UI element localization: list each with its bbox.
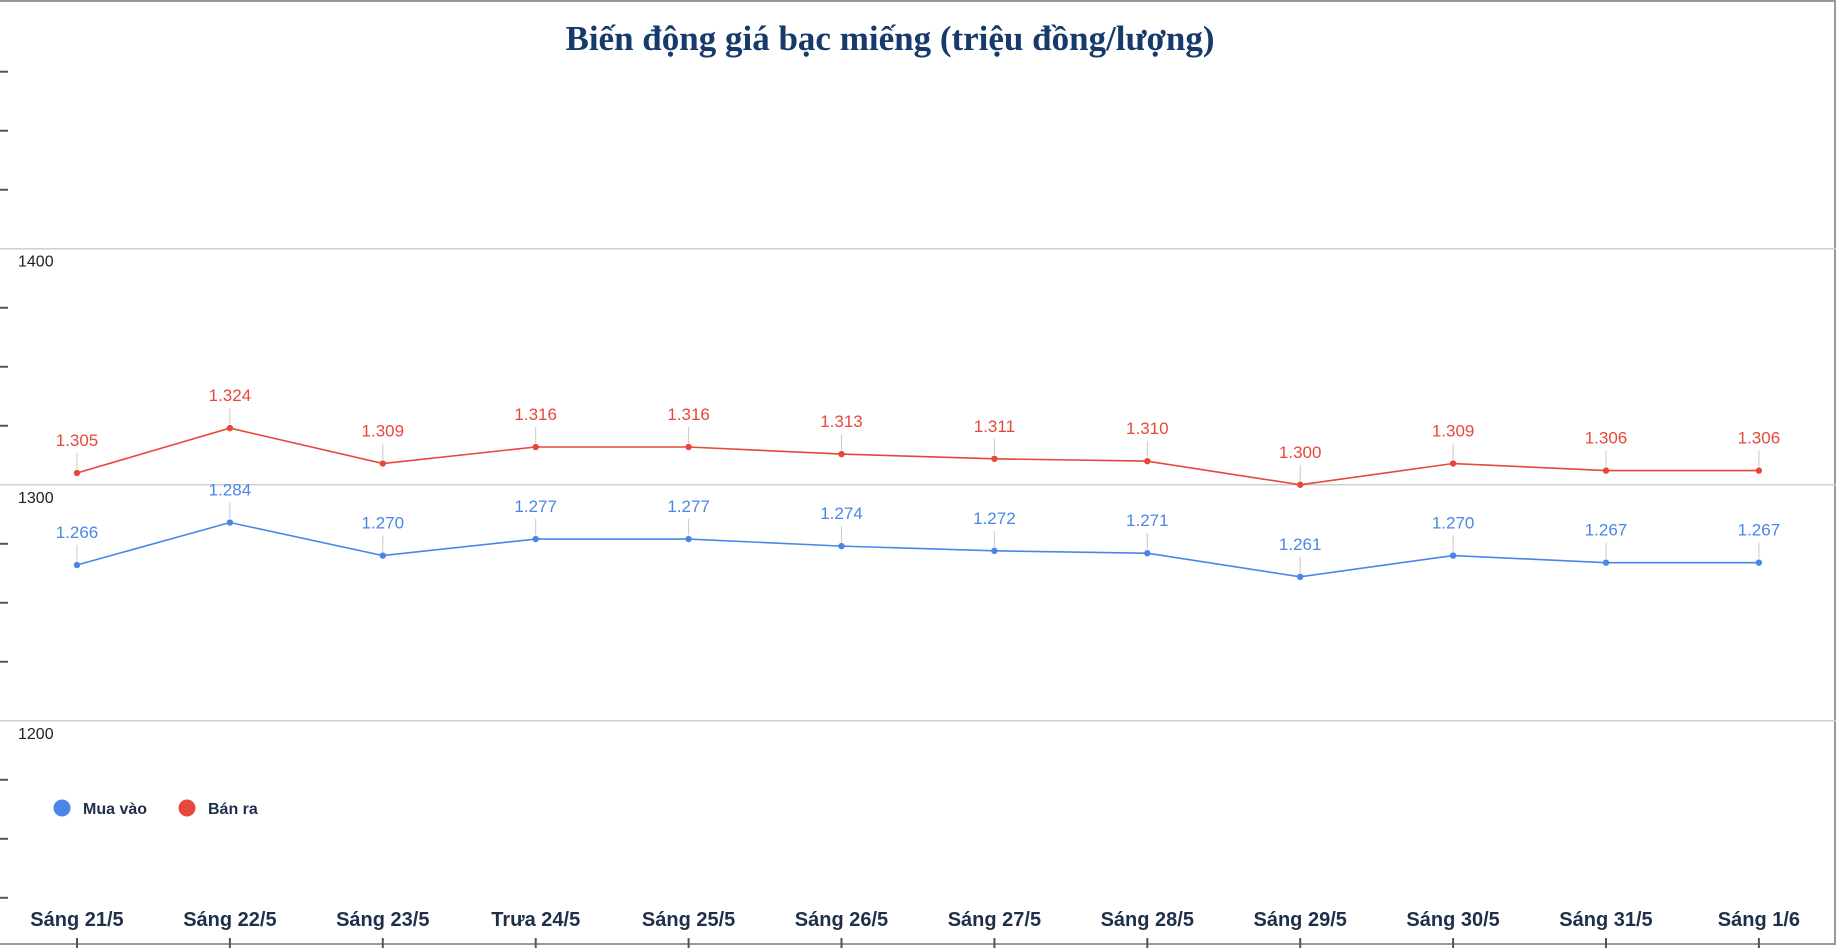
x-tick-label: Sáng 26/5 bbox=[795, 909, 888, 931]
data-point bbox=[838, 542, 845, 550]
data-point bbox=[1144, 457, 1151, 465]
data-point bbox=[838, 450, 845, 458]
y-tick-label: 1300 bbox=[18, 490, 54, 507]
axis-layer: 1200 1300 1400 Sáng 21/5 Sáng 22/5 Sáng 23/5 T… bbox=[0, 70, 1800, 948]
x-tick-label: Sáng 21/5 bbox=[30, 909, 123, 931]
x-tick-label: Sáng 1/6 bbox=[1718, 909, 1800, 931]
data-label: 1.266 bbox=[56, 523, 99, 542]
label-layer: 1.266 1.284 1.270 1.277 1.277 1.274 1.272 1.271… bbox=[56, 386, 1780, 573]
data-label: 1.310 bbox=[1126, 419, 1169, 438]
data-label: 1.277 bbox=[667, 497, 710, 516]
data-point bbox=[1602, 559, 1610, 566]
data-label: 1.311 bbox=[974, 417, 1015, 436]
data-label: 1.261 bbox=[1279, 535, 1322, 554]
x-tick-label: Sáng 23/5 bbox=[336, 909, 429, 931]
data-point bbox=[991, 455, 998, 462]
data-point bbox=[991, 547, 998, 555]
data-label: 1.309 bbox=[1432, 422, 1475, 441]
x-tick-label: Sáng 27/5 bbox=[948, 909, 1041, 931]
series-layer bbox=[73, 424, 1763, 581]
data-label: 1.267 bbox=[1738, 521, 1781, 540]
data-point bbox=[1755, 467, 1763, 474]
data-label: 1.306 bbox=[1738, 429, 1781, 448]
data-label: 1.316 bbox=[667, 405, 710, 424]
x-tick-label: Sáng 30/5 bbox=[1406, 909, 1499, 931]
legend-swatch bbox=[53, 799, 71, 817]
x-tick-label: Sáng 31/5 bbox=[1559, 909, 1652, 931]
legend-label: Bán ra bbox=[208, 801, 258, 818]
series-line-ban-ra bbox=[76, 427, 1759, 486]
data-label: 1.305 bbox=[56, 431, 99, 450]
grid-layer bbox=[0, 247, 1836, 722]
data-point bbox=[685, 443, 692, 451]
legend: Mua vào Bán ra bbox=[53, 799, 258, 818]
data-point bbox=[226, 519, 234, 526]
data-point bbox=[532, 535, 539, 543]
data-label: 1.313 bbox=[820, 412, 863, 431]
data-label: 1.306 bbox=[1585, 429, 1628, 448]
data-point bbox=[1297, 481, 1304, 488]
legend-item-mua-vao: Mua vào bbox=[53, 799, 147, 818]
legend-item-ban-ra: Bán ra bbox=[178, 799, 258, 818]
x-tick-label: Sáng 29/5 bbox=[1254, 909, 1347, 931]
series-line-mua-vao bbox=[76, 521, 1759, 578]
data-label: 1.316 bbox=[514, 405, 557, 424]
data-point bbox=[73, 469, 81, 477]
data-label: 1.300 bbox=[1279, 443, 1322, 462]
data-point bbox=[379, 552, 386, 559]
data-point bbox=[379, 460, 386, 467]
legend-swatch bbox=[178, 799, 196, 817]
data-point bbox=[532, 443, 539, 451]
x-tick-label: Sáng 22/5 bbox=[183, 909, 276, 931]
data-label: 1.271 bbox=[1126, 511, 1169, 530]
data-point bbox=[1602, 467, 1610, 474]
x-tick-label: Trưa 24/5 bbox=[491, 909, 580, 931]
y-tick-label: 1400 bbox=[18, 254, 54, 271]
data-label: 1.267 bbox=[1585, 521, 1628, 540]
data-label: 1.274 bbox=[820, 504, 863, 523]
data-label: 1.284 bbox=[209, 481, 252, 500]
data-point bbox=[1755, 559, 1763, 566]
data-point bbox=[1449, 460, 1457, 467]
data-label: 1.270 bbox=[1432, 514, 1475, 533]
data-point bbox=[1297, 573, 1304, 581]
x-tick-label: Sáng 25/5 bbox=[642, 909, 735, 931]
data-label: 1.309 bbox=[362, 422, 405, 441]
data-label: 1.277 bbox=[514, 497, 557, 516]
data-label: 1.272 bbox=[973, 509, 1016, 528]
legend-label: Mua vào bbox=[83, 801, 147, 818]
data-point bbox=[1144, 550, 1151, 557]
y-tick-label: 1200 bbox=[18, 726, 54, 743]
data-point bbox=[226, 424, 234, 432]
data-point bbox=[685, 535, 692, 543]
data-point bbox=[73, 561, 81, 569]
data-label: 1.270 bbox=[362, 514, 405, 533]
data-label: 1.324 bbox=[209, 386, 252, 405]
x-tick-label: Sáng 28/5 bbox=[1101, 909, 1194, 931]
data-point bbox=[1449, 552, 1457, 559]
chart-title: Biến động giá bạc miếng (triệu đồng/lượn… bbox=[565, 19, 1214, 58]
